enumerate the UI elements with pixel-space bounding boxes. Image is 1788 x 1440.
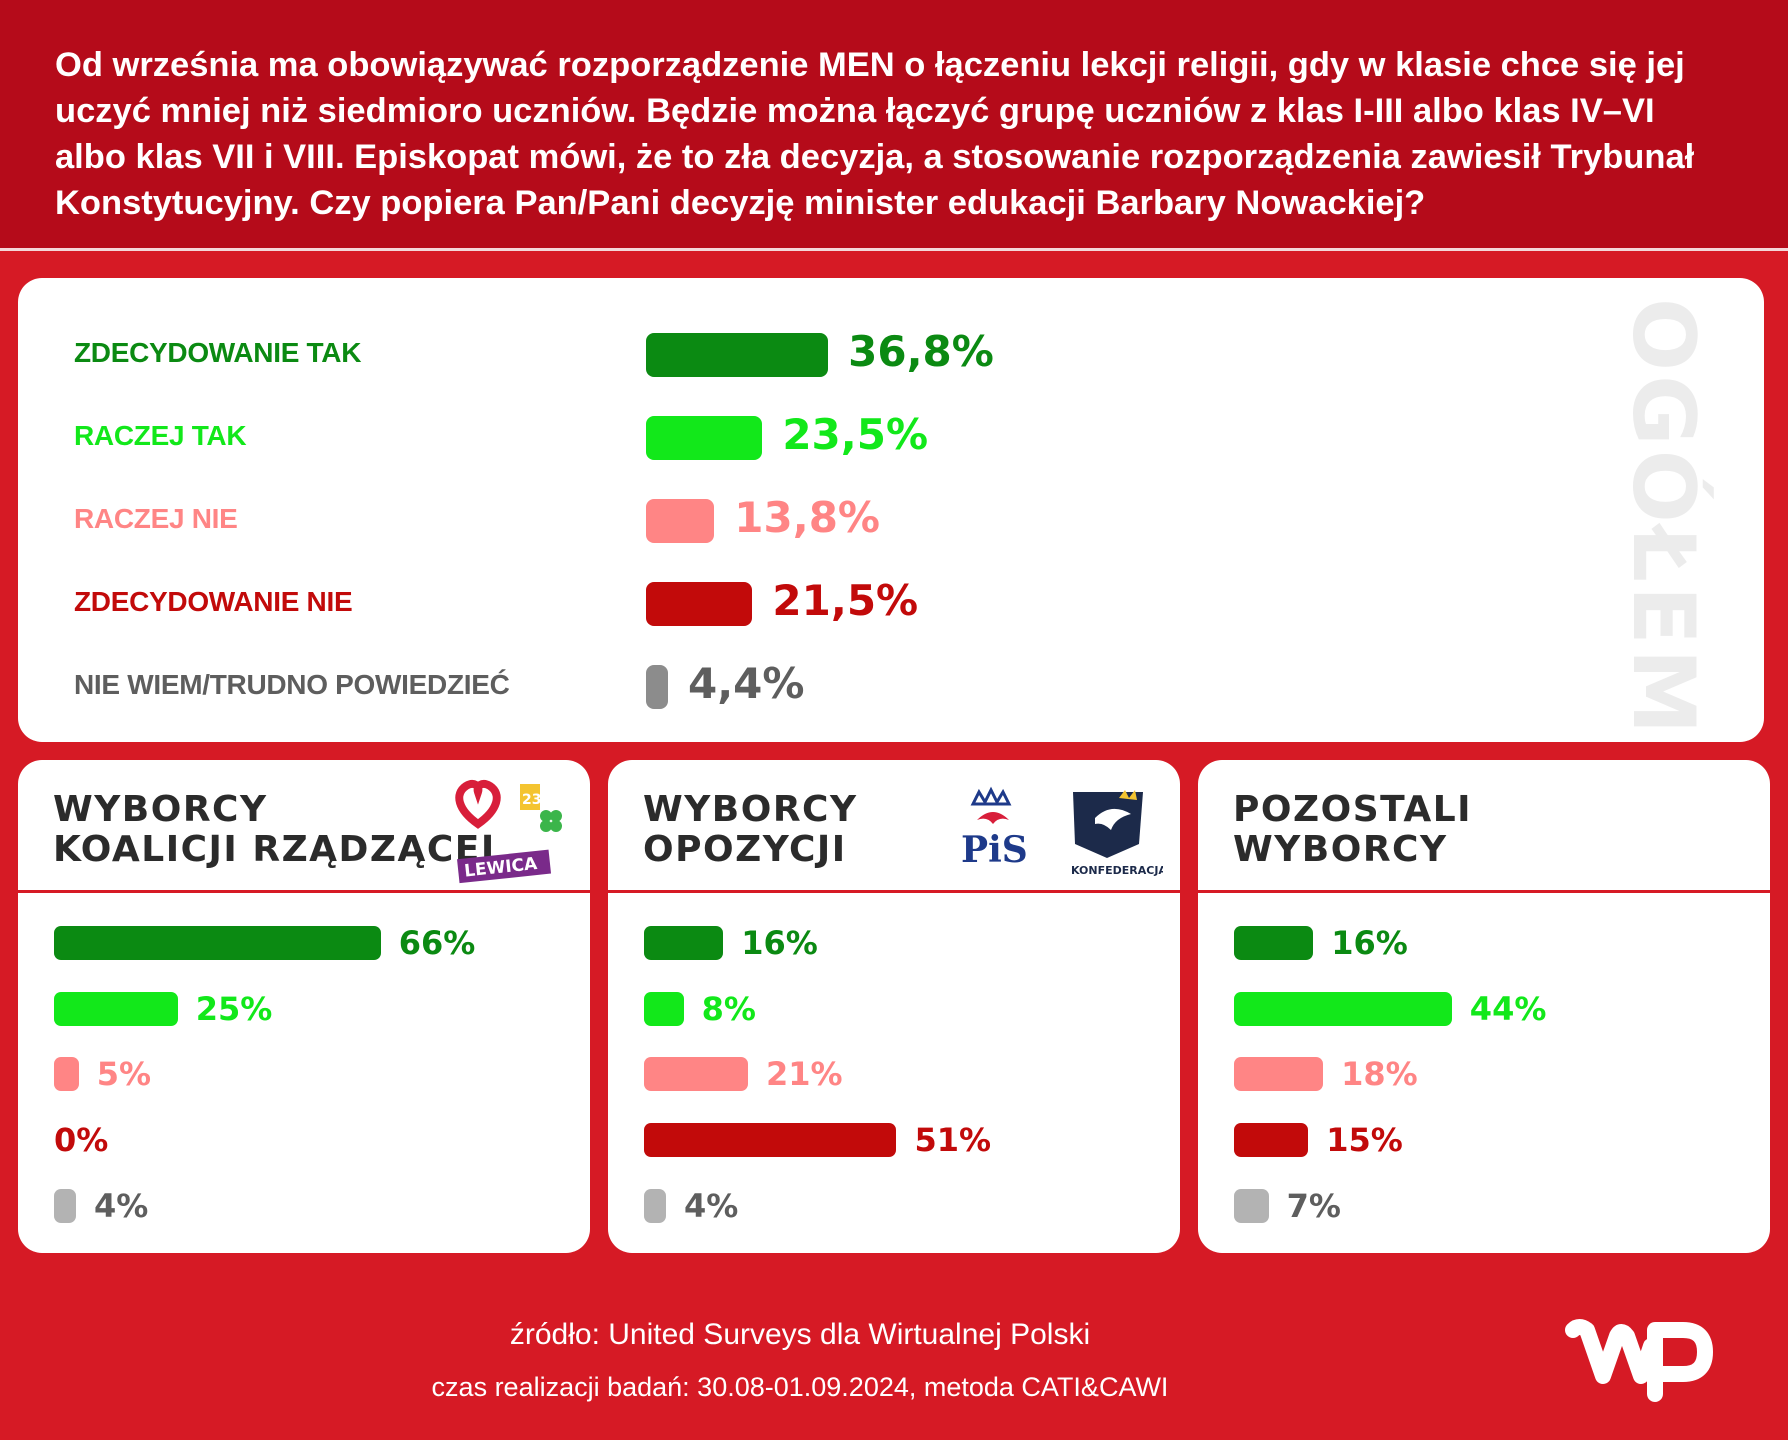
header-band: [0, 0, 1788, 248]
overall-bar-zdecydowanie-tak: [646, 333, 829, 377]
coalition-voters-card: WYBORCY KOALICJI RZĄDZĄCEJ 23 LEWICA 66%…: [18, 760, 590, 1253]
overall-bar-raczej-tak: [646, 416, 763, 460]
overall-category-label: RACZEJ TAK: [74, 420, 247, 451]
overall-row-raczej-tak: RACZEJ TAK 23,5%: [18, 406, 1764, 466]
group-row-raczej-tak: 44%: [1198, 986, 1770, 1036]
group-row-raczej-nie: 21%: [608, 1051, 1180, 1101]
group-value-label: 7%: [1286, 1187, 1341, 1225]
overall-value-label: 23,5%: [782, 410, 929, 459]
overall-row-raczej-nie: RACZEJ NIE 13,8%: [18, 489, 1764, 549]
coalition-voters-title: WYBORCY KOALICJI RZĄDZĄCEJ: [53, 789, 496, 870]
group-value-label: 18%: [1341, 1055, 1418, 1093]
group-row-zdecydowanie-tak: 66%: [18, 920, 590, 970]
group-row-zdecydowanie-nie: 15%: [1198, 1117, 1770, 1167]
group-bar-zdecydowanie-tak: [54, 926, 381, 960]
group-value-label: 21%: [765, 1055, 843, 1093]
group-row-zdecydowanie-tak: 16%: [608, 920, 1180, 970]
heart-icon: 23 LEWICA: [455, 779, 562, 884]
overall-vertical-label: OGÓŁEM: [1613, 298, 1713, 738]
group-row-raczej-nie: 18%: [1198, 1051, 1770, 1101]
group-row-raczej-tak: 25%: [18, 986, 590, 1036]
other-voters-card: POZOSTALI WYBORCY 16% 44% 18% 15% 7%: [1198, 760, 1770, 1253]
overall-vertical-text: OGÓŁEM: [1613, 297, 1713, 739]
overall-chart-card: ZDECYDOWANIE TAK 36,8% RACZEJ TAK 23,5% RACZ…: [18, 278, 1764, 742]
svg-text:PiS: PiS: [961, 829, 1028, 871]
overall-category-label: ZDECYDOWANIE TAK: [74, 337, 362, 368]
coalition-logos: 23 LEWICA: [448, 776, 568, 886]
overall-bar-raczej-nie: [646, 499, 715, 543]
group-value-label: 16%: [741, 924, 818, 962]
other-voters-title: POZOSTALI WYBORCY: [1233, 789, 1473, 870]
overall-bar-zdecydowanie-nie: [646, 582, 753, 626]
group-row-raczej-tak: 8%: [608, 986, 1180, 1036]
svg-text:23: 23: [522, 792, 541, 808]
overall-category-label: NIE WIEM/TRUDNO POWIEDZIEĆ: [74, 669, 510, 700]
group-bar-zdecydowanie-tak: [644, 926, 724, 960]
group-value-label: 4%: [684, 1187, 739, 1225]
header-divider: [0, 248, 1788, 251]
group-row-raczej-nie: 5%: [18, 1051, 590, 1101]
group-row-nie-wiem-trudno-powiedzie: 7%: [1198, 1183, 1770, 1233]
overall-row-zdecydowanie-nie: ZDECYDOWANIE NIE 21,5%: [18, 572, 1764, 632]
group-bar-raczej-tak: [1234, 992, 1452, 1026]
group-value-label: 51%: [914, 1121, 992, 1159]
konfederacja-logo-icon: KONFEDERACJA: [1071, 790, 1167, 877]
opposition-logos: PiS KONFEDERACJA: [943, 784, 1167, 884]
third-way-icon: [520, 784, 540, 810]
group-bar-zdecydowanie-tak: [1234, 926, 1314, 960]
group-value-label: 66%: [398, 924, 476, 962]
group-row-nie-wiem-trudno-powiedzie: 4%: [18, 1183, 590, 1233]
svg-text:KONFEDERACJA: KONFEDERACJA: [1071, 864, 1163, 877]
group-value-label: 4%: [94, 1187, 149, 1225]
coalition-voters-divider: [18, 890, 590, 893]
group-bar-nie-wiem-trudno-powiedzie: [54, 1189, 76, 1223]
group-bar-nie-wiem-trudno-powiedzie: [1234, 1189, 1269, 1223]
group-bar-raczej-nie: [644, 1057, 748, 1091]
overall-value-label: 4,4%: [688, 659, 805, 708]
group-value-label: 25%: [195, 990, 273, 1028]
group-bar-zdecydowanie-nie: [644, 1123, 897, 1157]
group-value-label: 8%: [701, 990, 756, 1028]
group-bar-raczej-nie: [54, 1057, 79, 1091]
overall-value-label: 21,5%: [772, 576, 919, 625]
footer-source: źródło: United Surveys dla Wirtualnej Po…: [509, 1318, 1091, 1351]
group-bar-raczej-tak: [54, 992, 178, 1026]
group-value-label: 5%: [96, 1055, 152, 1093]
overall-row-nie-wiem-trudno-powiedzie: NIE WIEM/TRUDNO POWIEDZIEĆ 4,4%: [18, 655, 1764, 715]
group-value-label: 15%: [1326, 1121, 1403, 1159]
group-value-label: 16%: [1331, 924, 1408, 962]
group-bar-raczej-tak: [644, 992, 684, 1026]
group-value-label: 44%: [1469, 990, 1547, 1028]
group-bar-raczej-nie: [1234, 1057, 1324, 1091]
group-value-label: 0%: [54, 1121, 109, 1159]
footer-period: czas realizacji badań: 30.08-01.09.2024,…: [431, 1372, 1169, 1402]
overall-value-label: 13,8%: [734, 493, 881, 542]
survey-question: Od września ma obowiązywać rozporządzeni…: [55, 46, 1695, 222]
group-row-zdecydowanie-tak: 16%: [1198, 920, 1770, 970]
pis-logo-icon: PiS: [961, 786, 1028, 871]
other-voters-divider: [1198, 890, 1770, 893]
opposition-voters-title: WYBORCY OPOZYCJI: [643, 789, 858, 870]
group-row-nie-wiem-trudno-powiedzie: 4%: [608, 1183, 1180, 1233]
overall-category-label: ZDECYDOWANIE NIE: [74, 586, 353, 617]
group-bar-zdecydowanie-nie: [1234, 1123, 1309, 1157]
overall-category-label: RACZEJ NIE: [74, 503, 238, 534]
opposition-voters-divider: [608, 890, 1180, 893]
wp-logo-icon: [1565, 1319, 1713, 1402]
opposition-voters-card: WYBORCY OPOZYCJI PiS KONFEDERACJA 16% 8% 2…: [608, 760, 1180, 1253]
group-row-zdecydowanie-nie: 0%: [18, 1117, 590, 1167]
group-row-zdecydowanie-nie: 51%: [608, 1117, 1180, 1167]
overall-value-label: 36,8%: [848, 327, 994, 376]
group-bar-nie-wiem-trudno-powiedzie: [644, 1189, 666, 1223]
overall-row-zdecydowanie-tak: ZDECYDOWANIE TAK 36,8%: [18, 323, 1764, 383]
overall-bar-nie-wiem-trudno-powiedzie: [646, 665, 668, 709]
